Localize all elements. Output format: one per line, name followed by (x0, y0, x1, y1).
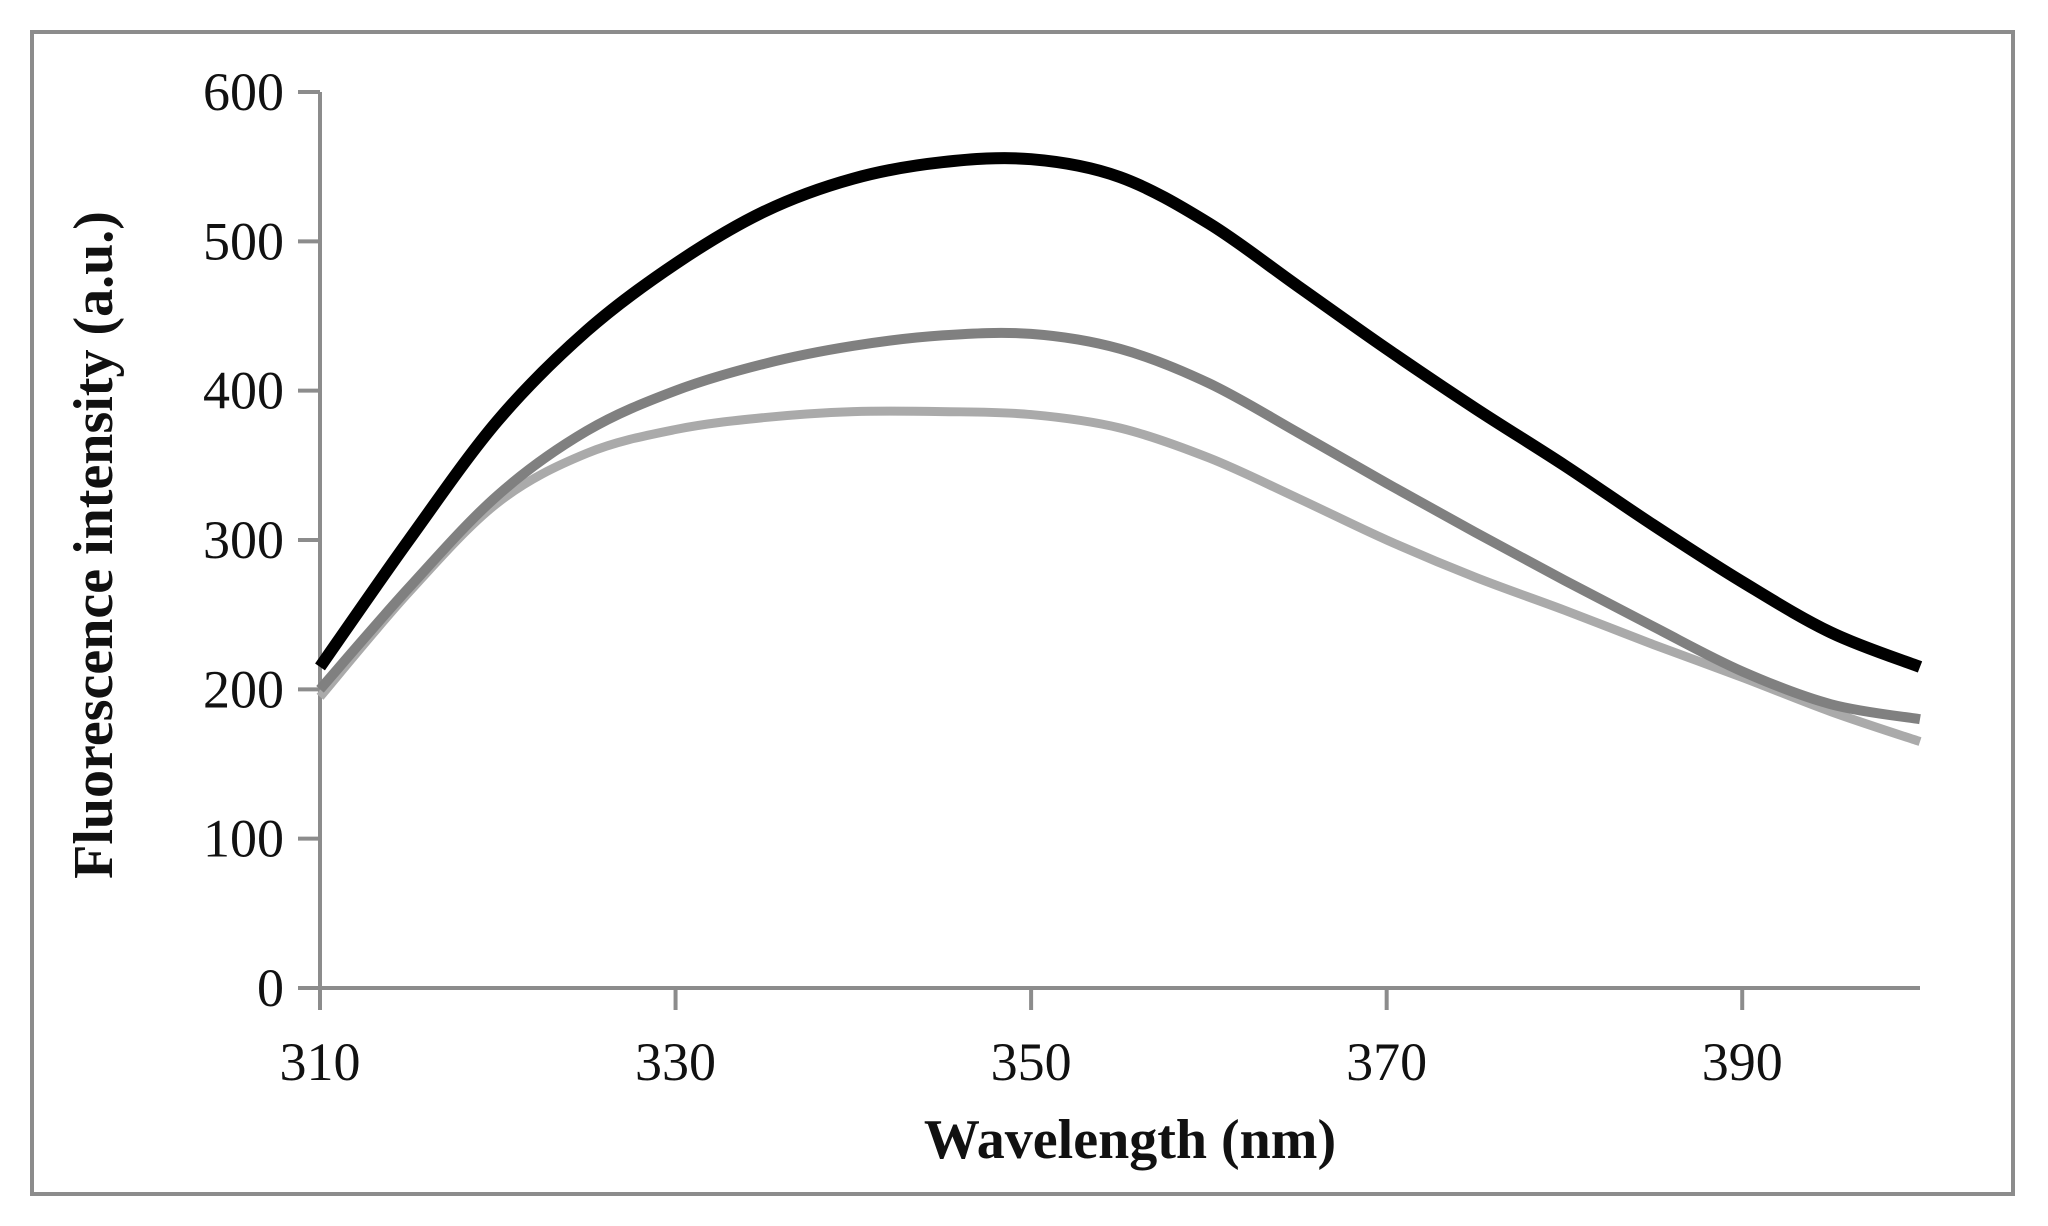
x-tick-label: 350 (991, 1032, 1072, 1092)
y-tick-label: 0 (257, 958, 284, 1018)
series-dark-gray-line (316, 327, 1921, 725)
y-tick-label: 300 (203, 510, 284, 570)
x-axis-title: Wavelength (nm) (924, 1109, 1336, 1171)
y-tick-label: 200 (203, 659, 284, 719)
series-layer (315, 152, 1923, 746)
y-tick-label: 600 (203, 62, 284, 122)
x-tick-label: 330 (635, 1032, 716, 1092)
y-axis-title: Fluorescence intensity (a.u.) (63, 211, 125, 879)
series-black-line (315, 152, 1923, 673)
x-tick-label: 390 (1702, 1032, 1783, 1092)
y-tick-label: 100 (203, 809, 284, 869)
x-tick-label: 310 (280, 1032, 361, 1092)
y-tick-label: 500 (203, 211, 284, 271)
axes: 0 100 200 300 400 500 600 310 330 350 370 390 (203, 62, 1920, 1092)
y-tick-label: 400 (203, 361, 284, 421)
x-tick-label: 370 (1346, 1032, 1427, 1092)
series-light-gray-line (316, 406, 1922, 746)
